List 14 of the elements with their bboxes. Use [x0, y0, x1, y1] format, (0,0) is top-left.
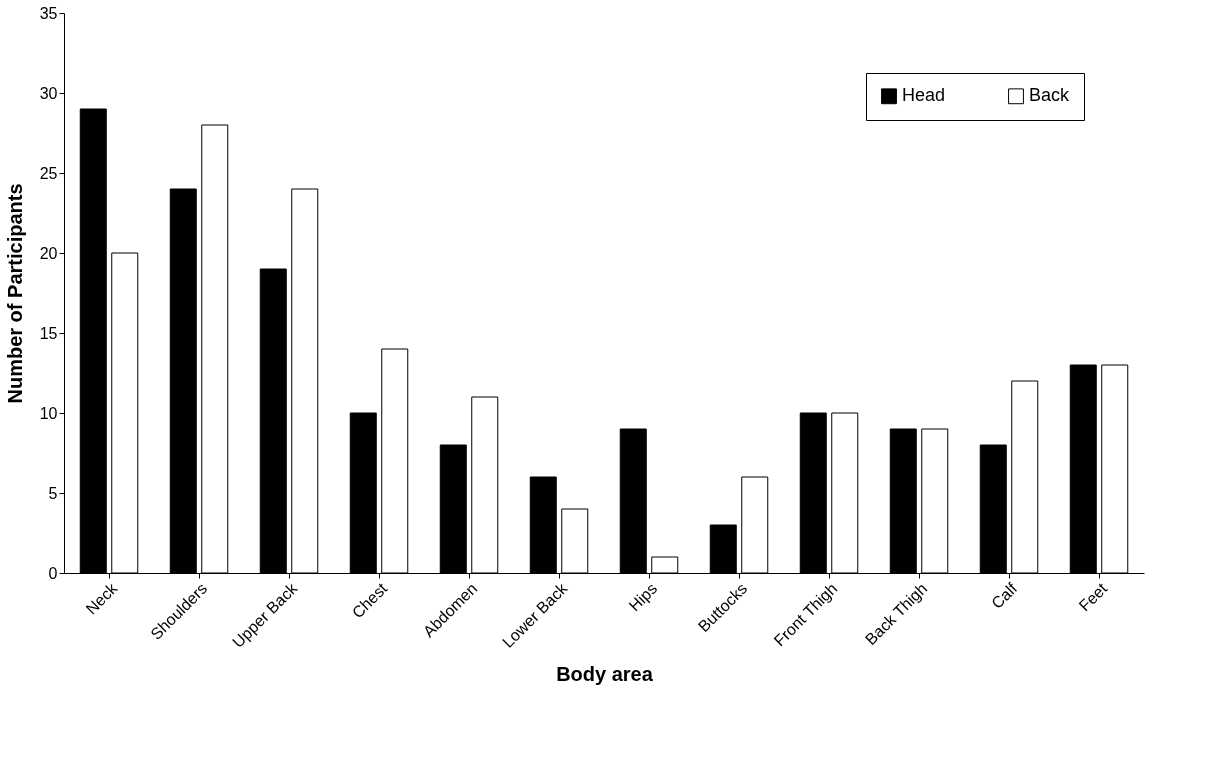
y-tick-label: 25 [39, 164, 58, 182]
y-tick-label: 10 [39, 404, 58, 422]
legend-label: Back [1029, 85, 1071, 106]
x-axis-title: Body area [556, 662, 654, 685]
y-tick-label: 30 [39, 84, 58, 102]
x-tick-label: Calf [988, 579, 1021, 612]
y-tick-label: 15 [39, 324, 58, 342]
y-tick-label: 0 [48, 564, 58, 582]
x-tick-label: Hips [625, 579, 661, 615]
y-tick-label: 20 [39, 244, 58, 262]
y-tick-label: 35 [39, 4, 58, 22]
legend-label: Head [902, 85, 946, 106]
y-axis-title: Number of Participants [3, 183, 26, 404]
y-tick-label: 5 [48, 484, 58, 502]
